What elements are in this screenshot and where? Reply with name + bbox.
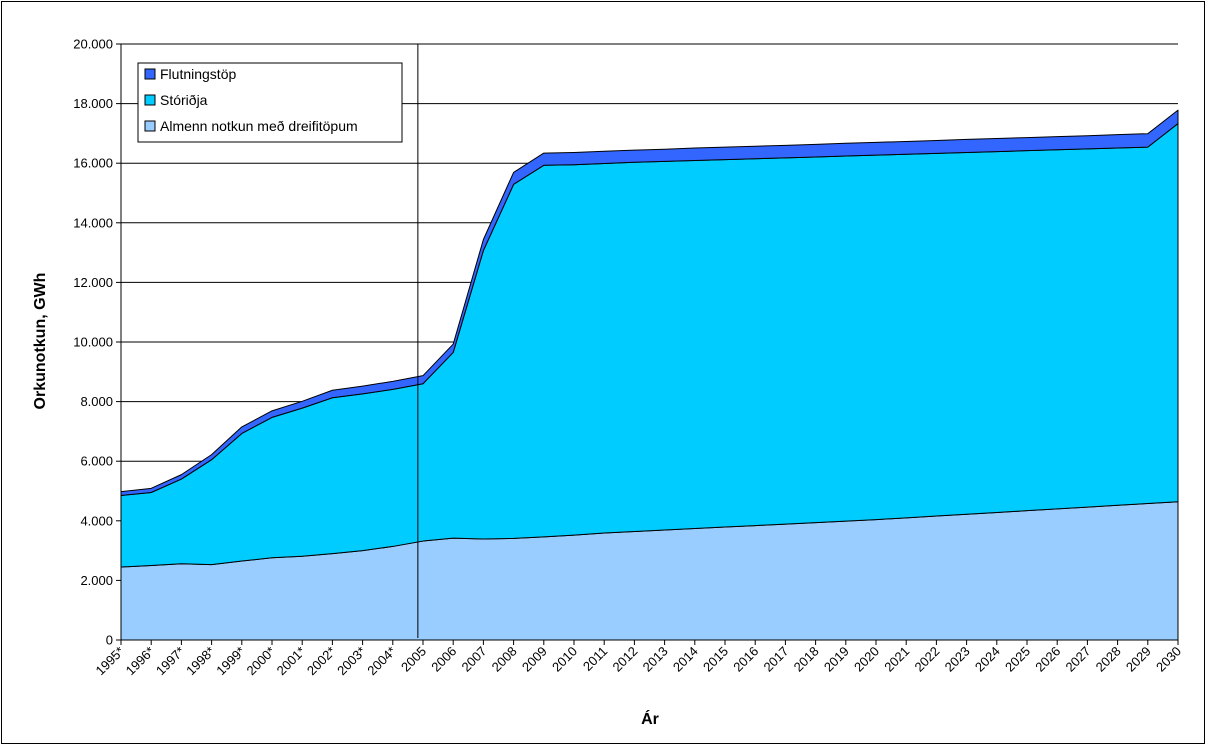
x-tick-label: 1995* <box>92 644 127 679</box>
x-tick-label: 2030 <box>1153 644 1184 675</box>
legend-swatch-almenn <box>144 120 156 132</box>
x-tick-label: 2018 <box>791 644 822 675</box>
legend-label-flutningstop: Flutningstöp <box>160 66 236 82</box>
x-tick-label: 2005 <box>398 644 429 675</box>
x-tick-label: 2003* <box>334 644 369 679</box>
x-tick-label: 2029 <box>1123 644 1154 675</box>
y-tick-label: 12.000 <box>73 275 113 290</box>
y-tick-label: 14.000 <box>73 215 113 230</box>
y-tick-label: 2.000 <box>80 573 113 588</box>
x-tick-label: 2020 <box>851 644 882 675</box>
y-tick-label: 0 <box>106 633 113 648</box>
x-tick-label: 2028 <box>1093 644 1124 675</box>
y-tick-label: 18.000 <box>73 96 113 111</box>
y-tick-label: 6.000 <box>80 454 113 469</box>
x-tick-label: 1998* <box>183 644 218 679</box>
x-tick-label: 2000* <box>243 644 278 679</box>
x-tick-label: 2001* <box>274 644 309 679</box>
x-tick-label: 1996* <box>123 644 158 679</box>
legend-swatch-flutningstop <box>144 68 156 80</box>
x-tick-label: 2007 <box>458 644 489 675</box>
y-axis-ticks: 0 2.000 4.000 6.000 8.000 10.000 12.000 14.000 1… <box>73 37 121 648</box>
x-tick-label: 1997* <box>153 644 188 679</box>
y-axis-title: Orkunotkun, GWh <box>32 273 49 410</box>
x-tick-label: 2013 <box>640 644 671 675</box>
x-tick-label: 2027 <box>1062 644 1093 675</box>
x-tick-label: 2019 <box>821 644 852 675</box>
x-tick-label: 1999* <box>213 644 248 679</box>
x-tick-label: 2002* <box>304 644 339 679</box>
x-tick-label: 2011 <box>580 644 610 674</box>
x-tick-label: 2021 <box>881 644 912 675</box>
x-axis-ticks: 1995*1996*1997*1998*1999*2000*2001*2002*… <box>92 640 1184 678</box>
x-tick-label: 2014 <box>670 644 701 675</box>
x-tick-label: 2016 <box>730 644 761 675</box>
y-tick-label: 20.000 <box>73 37 113 52</box>
x-tick-label: 2009 <box>519 644 550 675</box>
legend-label-storidja: Stóriðja <box>160 92 208 108</box>
legend-box <box>137 62 403 143</box>
y-tick-label: 10.000 <box>73 335 113 350</box>
x-axis-title: Ár <box>641 709 659 728</box>
x-tick-label: 2025 <box>1002 644 1033 675</box>
legend-swatch-storidja <box>144 94 156 106</box>
y-tick-label: 4.000 <box>80 513 113 528</box>
x-tick-label: 2010 <box>549 644 580 675</box>
y-tick-label: 8.000 <box>80 394 113 409</box>
area-series <box>120 109 1179 641</box>
x-tick-label: 2017 <box>760 644 791 675</box>
x-tick-label: 2024 <box>972 644 1003 675</box>
area-series-flutningst-p <box>120 109 1179 496</box>
legend-label-almenn: Almenn notkun með dreifitöpum <box>160 118 358 134</box>
x-tick-label: 2026 <box>1032 644 1063 675</box>
x-tick-label: 2015 <box>700 644 731 675</box>
x-tick-label: 2004* <box>364 644 399 679</box>
legend: Flutningstöp Stóriðja Almenn notkun með … <box>137 62 403 143</box>
x-tick-label: 2012 <box>609 644 640 675</box>
x-tick-label: 2022 <box>911 644 942 675</box>
x-tick-label: 2006 <box>428 644 459 675</box>
x-tick-label: 2023 <box>942 644 973 675</box>
y-tick-label: 16.000 <box>73 156 113 171</box>
x-tick-label: 2008 <box>489 644 520 675</box>
